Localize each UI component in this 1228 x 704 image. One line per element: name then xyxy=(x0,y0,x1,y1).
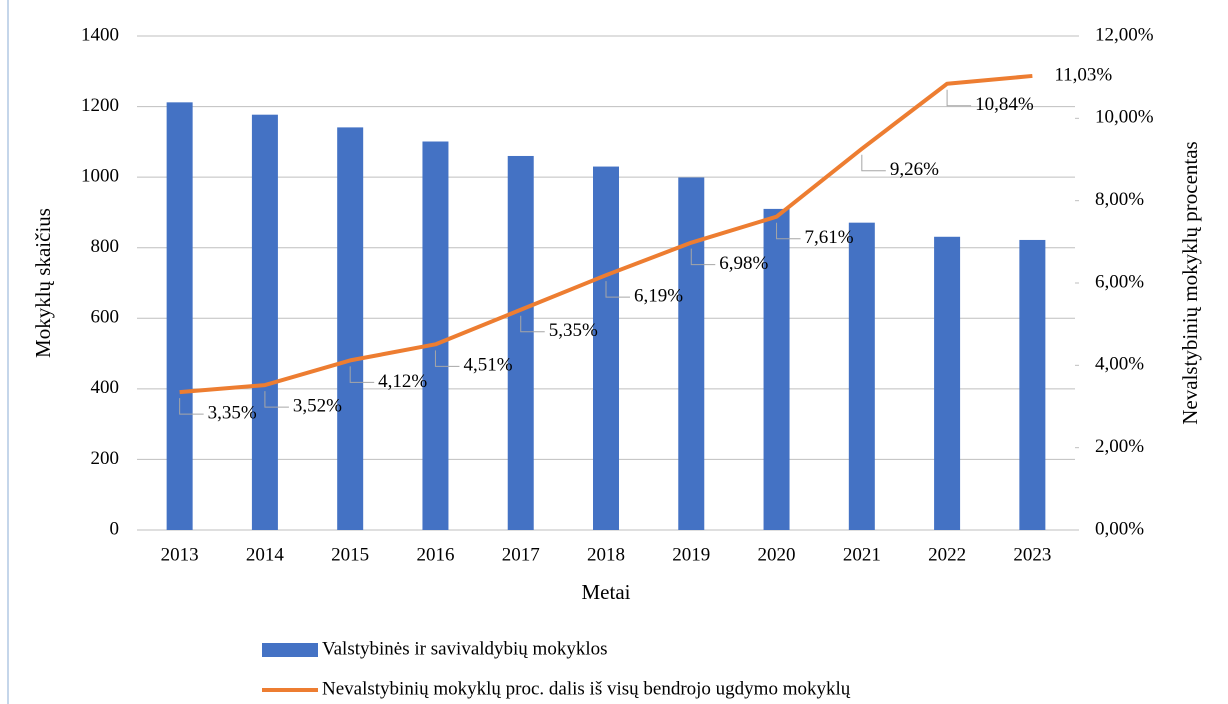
x-tick-label: 2017 xyxy=(502,544,540,565)
data-label: 6,19% xyxy=(634,286,683,307)
bar xyxy=(1019,239,1046,531)
legend-label: Valstybinės ir savivaldybių mokyklos xyxy=(322,638,608,659)
data-label: 6,98% xyxy=(719,253,768,274)
line xyxy=(179,73,1033,395)
data-label: 4,51% xyxy=(463,355,512,376)
y-axis-title: Mokyklų skaičius xyxy=(31,208,55,358)
bar xyxy=(507,155,534,530)
y-tick-label: 800 xyxy=(91,236,120,257)
data-label: 11,03% xyxy=(1054,64,1112,85)
bar xyxy=(337,127,364,530)
leader-line xyxy=(690,248,716,266)
y2-tick-label: 10,00% xyxy=(1095,107,1154,128)
x-tick-label: 2020 xyxy=(758,544,796,565)
leader-line xyxy=(946,89,972,107)
leader-line xyxy=(434,350,460,367)
x-tick-label: 2023 xyxy=(1013,544,1051,565)
data-label: 4,12% xyxy=(378,371,427,392)
x-axis-title: Metai xyxy=(582,580,631,604)
x-tick-label: 2021 xyxy=(843,544,881,565)
leader-line xyxy=(861,154,886,172)
legend-label: Nevalstybinių mokyklų proc. dalis iš vis… xyxy=(322,678,851,699)
x-tick-label: 2022 xyxy=(928,544,966,565)
y-tick-label: 1000 xyxy=(81,166,119,187)
leader-line xyxy=(264,391,289,408)
x-tick-label: 2018 xyxy=(587,544,625,565)
y-tick-label: 1400 xyxy=(81,24,119,45)
y-tick-label: 200 xyxy=(91,448,120,469)
bar xyxy=(593,166,619,531)
y-tick-label: 600 xyxy=(91,307,120,328)
leader-line xyxy=(776,222,801,240)
data-label: 10,84% xyxy=(975,94,1034,115)
y2-axis-title: Nevalstybinių mokyklų procentas xyxy=(1178,141,1202,424)
leader-line xyxy=(349,366,375,383)
y-tick-label: 0 xyxy=(110,518,120,539)
y2-tick-label: 0,00% xyxy=(1095,518,1144,539)
y2-tick-label: 4,00% xyxy=(1095,354,1144,375)
leader-line xyxy=(179,398,204,415)
y-tick-label: 1200 xyxy=(81,95,119,116)
x-tick-label: 2014 xyxy=(246,544,285,565)
legend-swatch xyxy=(262,643,318,657)
data-label: 9,26% xyxy=(890,159,939,180)
bar xyxy=(848,222,875,530)
x-tick-label: 2016 xyxy=(416,544,454,565)
bar xyxy=(422,141,449,531)
bar xyxy=(763,208,790,530)
data-label: 5,35% xyxy=(549,320,598,341)
x-tick-label: 2013 xyxy=(161,544,199,565)
data-label: 7,61% xyxy=(805,227,854,248)
bar xyxy=(166,102,193,530)
leader-line xyxy=(520,315,545,333)
x-tick-label: 2019 xyxy=(672,544,710,565)
bar xyxy=(251,114,278,531)
y2-tick-label: 6,00% xyxy=(1095,271,1144,292)
y2-tick-label: 8,00% xyxy=(1095,189,1144,210)
data-label: 3,35% xyxy=(208,402,257,423)
y-tick-label: 400 xyxy=(91,377,120,398)
y2-tick-label: 2,00% xyxy=(1095,436,1144,457)
leader-line xyxy=(605,281,630,298)
bar xyxy=(934,236,961,531)
data-label: 3,52% xyxy=(293,395,342,416)
y2-tick-label: 12,00% xyxy=(1095,24,1154,45)
bar xyxy=(678,177,705,530)
x-tick-label: 2015 xyxy=(331,544,369,565)
